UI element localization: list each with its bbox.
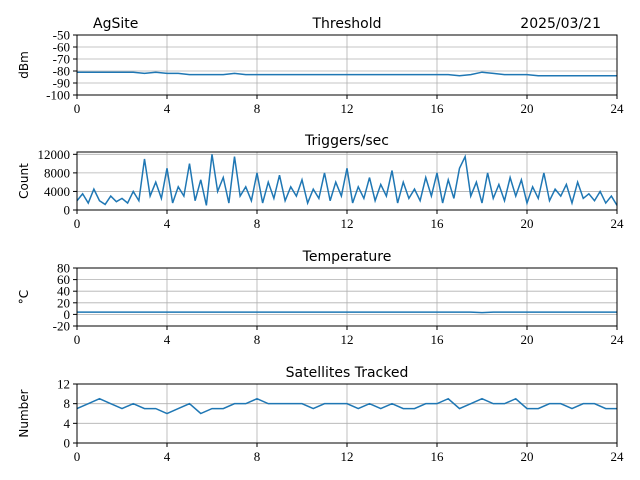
y-tick-label: -60 bbox=[53, 40, 70, 55]
x-tick-label: 8 bbox=[254, 216, 261, 231]
x-tick-label: 20 bbox=[521, 216, 534, 231]
x-tick-label: 16 bbox=[431, 332, 445, 347]
data-line bbox=[76, 397, 617, 415]
site-label: AgSite bbox=[93, 16, 138, 32]
y-tick-label: 40 bbox=[57, 284, 70, 299]
x-tick-label: 0 bbox=[74, 216, 81, 231]
y-tick-label: 0 bbox=[64, 307, 71, 322]
x-tick-label: 8 bbox=[254, 332, 261, 347]
y-tick-label: 12 bbox=[57, 377, 70, 392]
y-tick-label: -90 bbox=[53, 76, 70, 91]
axes-frame bbox=[76, 383, 618, 444]
x-tick-label: 8 bbox=[254, 101, 261, 116]
x-tick-label: 24 bbox=[611, 101, 625, 116]
y-tick-label: -20 bbox=[53, 319, 70, 334]
y-tick-label: 4000 bbox=[44, 184, 70, 199]
x-tick-label: 0 bbox=[74, 101, 81, 116]
y-tick-label: 8000 bbox=[44, 165, 70, 180]
x-tick-label: 4 bbox=[164, 101, 171, 116]
y-tick-label: 80 bbox=[57, 261, 70, 276]
y-tick-label: 0 bbox=[64, 436, 71, 451]
x-tick-label: 20 bbox=[521, 332, 534, 347]
data-line bbox=[77, 71, 617, 77]
chart-title: Temperature bbox=[302, 249, 392, 265]
data-line bbox=[76, 154, 618, 206]
y-tick-label: -80 bbox=[53, 64, 70, 79]
x-tick-label: 16 bbox=[431, 101, 445, 116]
y-tick-label: -70 bbox=[53, 52, 70, 67]
y-tick-label: 20 bbox=[57, 295, 70, 310]
date-label: 2025/03/21 bbox=[520, 16, 601, 32]
y-tick-label: -100 bbox=[46, 88, 70, 103]
y-axis-label: dBm bbox=[17, 51, 31, 79]
x-tick-label: 12 bbox=[341, 216, 354, 231]
y-tick-label: 4 bbox=[64, 416, 71, 431]
x-tick-label: 24 bbox=[611, 332, 625, 347]
x-tick-label: 16 bbox=[431, 449, 445, 464]
x-tick-label: 20 bbox=[521, 101, 534, 116]
x-tick-label: 12 bbox=[341, 449, 354, 464]
axes-frame bbox=[76, 267, 618, 327]
y-axis-label: Number bbox=[17, 389, 31, 437]
y-tick-label: -50 bbox=[53, 28, 70, 43]
x-tick-label: 20 bbox=[521, 449, 534, 464]
x-tick-label: 4 bbox=[164, 449, 171, 464]
axes-frame bbox=[76, 34, 618, 96]
data-line bbox=[77, 311, 617, 314]
x-tick-label: 4 bbox=[164, 332, 171, 347]
axes-frame bbox=[76, 151, 618, 211]
chart-title: Threshold bbox=[312, 16, 382, 32]
y-tick-label: 0 bbox=[64, 203, 71, 218]
chart-title: Satellites Tracked bbox=[286, 365, 409, 381]
y-tick-label: 12000 bbox=[38, 147, 71, 162]
x-tick-label: 12 bbox=[341, 332, 354, 347]
x-tick-label: 16 bbox=[431, 216, 445, 231]
y-tick-label: 60 bbox=[57, 272, 70, 287]
x-tick-label: 0 bbox=[74, 449, 81, 464]
x-tick-label: 8 bbox=[254, 449, 261, 464]
y-axis-label: Count bbox=[17, 163, 31, 199]
x-tick-label: 4 bbox=[164, 216, 171, 231]
x-tick-label: 24 bbox=[611, 216, 625, 231]
y-tick-label: 8 bbox=[64, 396, 71, 411]
y-axis-label: °C bbox=[17, 290, 31, 304]
x-tick-label: 12 bbox=[341, 101, 354, 116]
x-tick-label: 24 bbox=[611, 449, 625, 464]
x-tick-label: 0 bbox=[74, 332, 81, 347]
chart-title: Triggers/sec bbox=[304, 133, 389, 149]
